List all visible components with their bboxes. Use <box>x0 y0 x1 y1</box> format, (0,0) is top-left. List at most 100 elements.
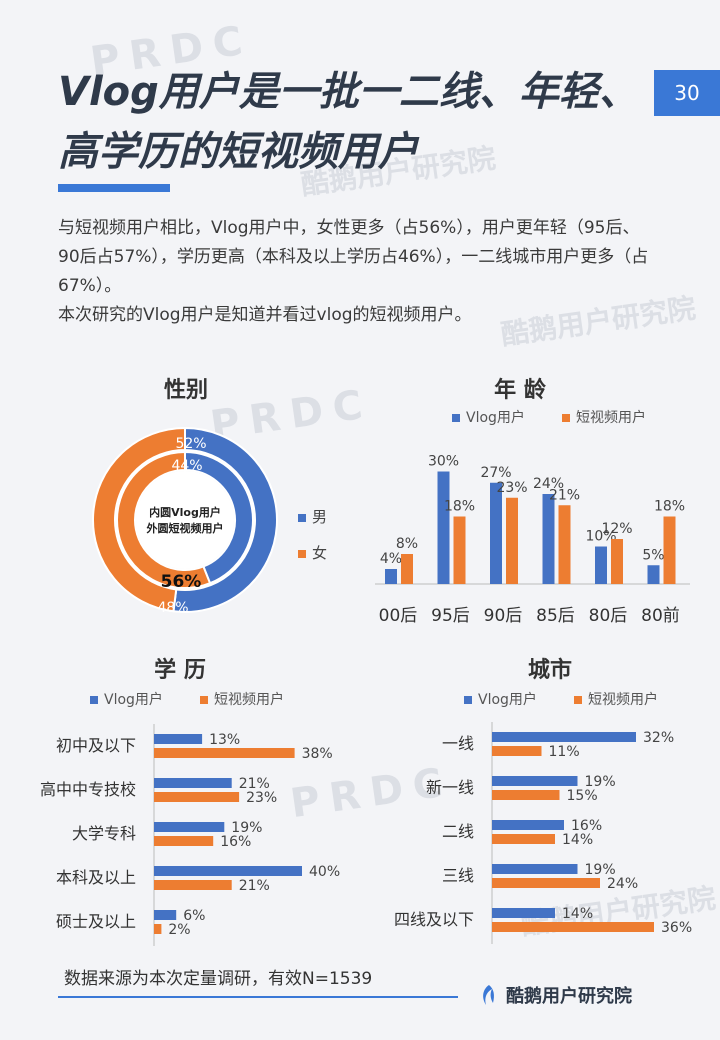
legend-swatch <box>298 514 306 522</box>
age-bar <box>647 565 660 584</box>
goose-logo-icon <box>483 985 494 1005</box>
age-value-label: 30% <box>428 454 459 470</box>
page-title: Vlog用户是一批一二线、年轻、 高学历的短视频用户 <box>58 62 648 182</box>
legend-label: Vlog用户 <box>478 691 537 708</box>
legend-swatch <box>464 696 472 704</box>
outer-value-label: 52% <box>175 436 206 452</box>
education-value-label: 38% <box>302 746 333 762</box>
age-value-label: 21% <box>549 487 580 503</box>
legend-swatch <box>298 550 306 558</box>
age-value-label: 5% <box>642 547 664 563</box>
age-value-label: 12% <box>601 521 632 537</box>
city-bar <box>492 834 555 844</box>
education-bar <box>154 910 177 920</box>
city-category-label: 三线 <box>442 866 474 885</box>
age-bar <box>558 505 571 584</box>
age-value-label: 27% <box>480 465 511 481</box>
data-source-note: 数据来源为本次定量调研，有效N=1539 <box>64 969 373 989</box>
city-bar <box>492 908 555 918</box>
gender-chart-title: 性别 <box>163 378 208 403</box>
education-bar <box>154 866 302 876</box>
education-bar <box>154 792 240 802</box>
education-category-label: 初中及以下 <box>56 736 136 755</box>
city-bar <box>492 922 654 932</box>
city-value-label: 14% <box>562 832 593 848</box>
education-bar <box>154 778 232 788</box>
education-value-label: 6% <box>183 908 205 924</box>
legend-swatch <box>574 696 582 704</box>
legend-swatch <box>90 696 98 704</box>
intro-paragraph: 本次研究的Vlog用户是知道并看过vlog的短视频用户。 <box>58 305 472 325</box>
age-value-label: 23% <box>496 480 527 496</box>
city-category-label: 二线 <box>442 822 474 841</box>
education-chart-title: 学 历 <box>154 658 206 683</box>
age-tick-label: 90后 <box>484 606 523 626</box>
age-bar <box>453 516 466 584</box>
city-bar <box>492 820 564 830</box>
education-category-label: 硕士及以上 <box>56 912 136 931</box>
donut-center-label: 内圆Vlog用户 <box>149 505 221 519</box>
city-bar <box>492 746 542 756</box>
education-value-label: 21% <box>239 878 270 894</box>
education-bar <box>154 734 203 744</box>
outer-value-label: 48% <box>157 600 188 616</box>
page-title-line: 高学历的短视频用户 <box>58 129 418 175</box>
age-value-label: 18% <box>444 499 475 515</box>
city-bar <box>492 878 600 888</box>
city-value-label: 19% <box>585 774 616 790</box>
city-value-label: 14% <box>562 906 593 922</box>
city-value-label: 16% <box>571 818 602 834</box>
city-bar <box>492 732 636 742</box>
age-bar <box>663 516 676 584</box>
age-tick-label: 95后 <box>431 606 470 626</box>
inner-value-label: 56% <box>161 572 202 592</box>
inner-value-label: 44% <box>171 458 202 474</box>
education-value-label: 23% <box>246 790 277 806</box>
city-bar <box>492 790 560 800</box>
age-value-label: 10% <box>585 529 616 545</box>
age-value-label: 8% <box>396 536 418 552</box>
page-number: 30 <box>654 70 720 116</box>
legend-swatch <box>562 414 570 422</box>
city-category-label: 四线及以下 <box>394 910 474 929</box>
city-value-label: 32% <box>643 730 674 746</box>
city-value-label: 11% <box>549 744 580 760</box>
age-bar <box>401 554 413 584</box>
legend-swatch <box>200 696 208 704</box>
education-category-label: 大学专科 <box>72 824 136 843</box>
education-value-label: 40% <box>309 864 340 880</box>
intro-text: 与短视频用户相比，Vlog用户中，女性更多（占56%），用户更年轻（95后、90… <box>58 214 658 330</box>
city-value-label: 36% <box>661 920 692 936</box>
age-value-label: 18% <box>654 499 685 515</box>
age-bar <box>595 546 607 584</box>
education-bar <box>154 748 295 758</box>
education-value-label: 21% <box>239 776 270 792</box>
age-chart-title: 年 龄 <box>494 378 546 403</box>
title-underline <box>58 184 170 192</box>
city-value-label: 19% <box>585 862 616 878</box>
age-tick-label: 80前 <box>641 606 680 626</box>
age-tick-label: 00后 <box>379 606 418 626</box>
education-bar <box>154 822 225 832</box>
age-value-label: 4% <box>380 551 402 567</box>
education-bar <box>154 880 232 890</box>
education-bar <box>154 924 162 934</box>
city-chart-title: 城市 <box>527 658 572 683</box>
legend-label: 短视频用户 <box>214 691 284 708</box>
legend-label: 短视频用户 <box>576 409 646 426</box>
page-title-line: Vlog用户是一批一二线、年轻、 <box>58 69 639 115</box>
legend-label: Vlog用户 <box>466 409 525 426</box>
age-bar <box>611 539 623 584</box>
inner-ring-slice <box>116 450 212 589</box>
age-bar <box>385 569 397 584</box>
intro-paragraph: 与短视频用户相比，Vlog用户中，女性更多（占56%），用户更年轻（95后、90… <box>58 218 649 296</box>
legend-label: 男 <box>312 508 327 526</box>
legend-swatch <box>452 414 460 422</box>
age-tick-label: 80后 <box>589 606 628 626</box>
education-category-label: 高中中专技校 <box>40 780 136 799</box>
education-category-label: 本科及以上 <box>56 868 136 887</box>
education-bar <box>154 836 214 846</box>
age-bar <box>437 471 450 584</box>
city-category-label: 一线 <box>442 734 474 753</box>
